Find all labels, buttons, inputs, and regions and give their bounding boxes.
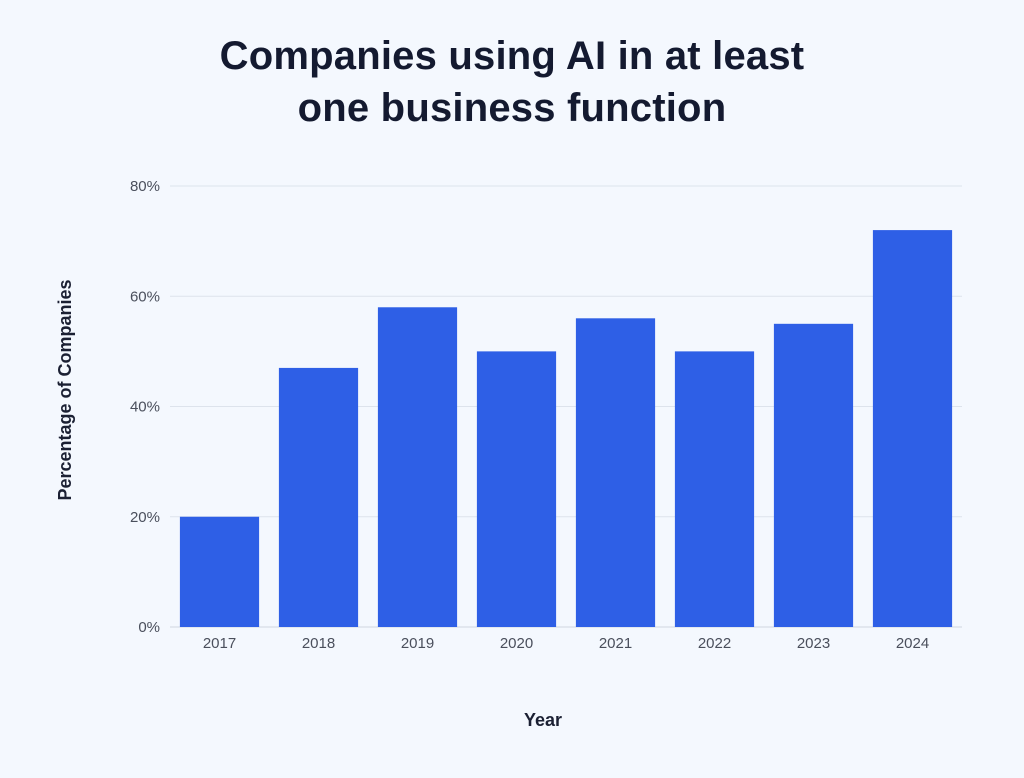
x-tick-label: 2020: [500, 635, 533, 652]
chart-title-line-1: Companies using AI in at least: [219, 34, 805, 78]
bar-2018: [278, 367, 359, 627]
chart-title: Companies using AI in at least one busin…: [0, 30, 1024, 134]
bar-2019: [377, 307, 458, 627]
bar-2017: [179, 516, 260, 627]
bar-2020: [476, 351, 557, 627]
bar-2023: [773, 323, 854, 627]
x-tick-label: 2017: [203, 635, 236, 652]
x-tick-label: 2019: [401, 635, 434, 652]
y-axis-title: Percentage of Companies: [55, 279, 75, 500]
y-tick-label: 60%: [130, 288, 160, 305]
x-tick-label: 2023: [797, 635, 830, 652]
x-tick-label: 2018: [302, 635, 335, 652]
bar-2024: [872, 230, 953, 627]
x-axis-tick-labels: 2017 2018 2019 2020 2021 2022 2023 2024: [203, 635, 929, 652]
x-tick-label: 2024: [896, 635, 929, 652]
bar-2021: [575, 318, 656, 627]
chart-title-line-2: one business function: [297, 86, 727, 130]
y-axis-tick-labels: 0% 20% 40% 60% 80%: [130, 178, 160, 636]
bar-2022: [674, 351, 755, 627]
y-tick-label: 80%: [130, 178, 160, 195]
y-tick-label: 20%: [130, 509, 160, 526]
x-tick-label: 2021: [599, 635, 632, 652]
y-tick-label: 0%: [138, 619, 160, 636]
bars: [179, 230, 953, 627]
x-axis-title: Year: [524, 710, 562, 730]
x-tick-label: 2022: [698, 635, 731, 652]
y-tick-label: 40%: [130, 399, 160, 416]
